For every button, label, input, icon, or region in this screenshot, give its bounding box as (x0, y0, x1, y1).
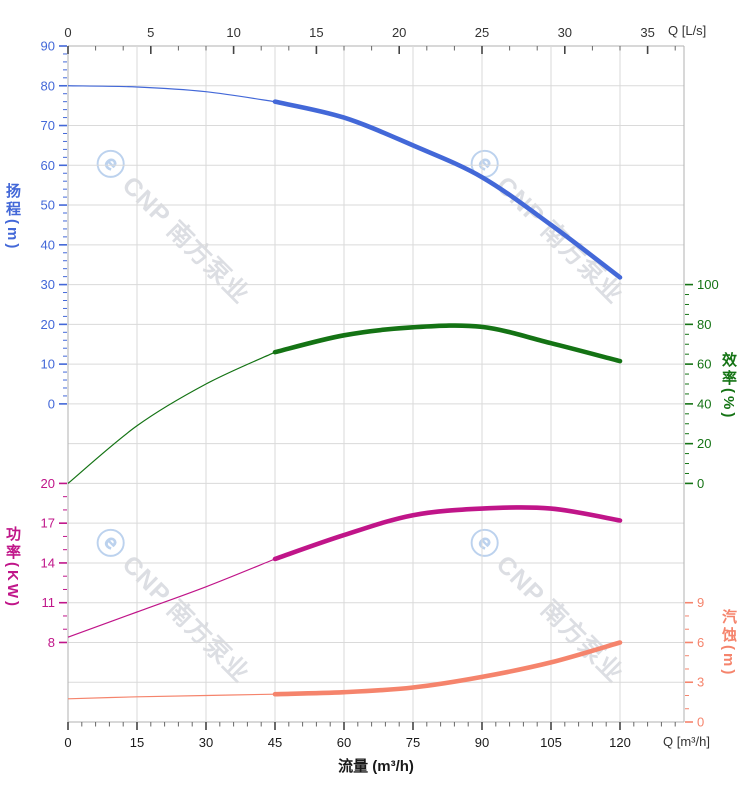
tick-label: 10 (226, 25, 240, 40)
tick-label: 0 (48, 396, 55, 411)
bottom-flow-unit-label: Q [m³/h] (663, 734, 710, 749)
tick-label: 3 (697, 675, 704, 690)
tick-label: 10 (41, 357, 55, 372)
tick-label: 80 (41, 78, 55, 93)
tick-label: 70 (41, 118, 55, 133)
tick-label: 8 (48, 635, 55, 650)
npsh-axis-title: 汽蚀(m) (720, 609, 737, 678)
tick-label: 90 (41, 39, 55, 54)
tick-label: 17 (41, 516, 55, 531)
tick-label: 9 (697, 595, 704, 610)
tick-label: 120 (609, 735, 631, 750)
eff-curve (67, 351, 276, 484)
tick-label: 20 (41, 317, 55, 332)
tick-label: 60 (697, 357, 711, 372)
tick-label: 80 (697, 317, 711, 332)
tick-label: 30 (558, 25, 572, 40)
head-curve-duty-range (272, 99, 623, 280)
tick-label: 6 (697, 635, 704, 650)
tick-label: 60 (337, 735, 351, 750)
tick-label: 5 (147, 25, 154, 40)
npsh-curve-duty-range (272, 640, 623, 697)
tick-label: 0 (697, 715, 704, 730)
tick-label: 30 (41, 277, 55, 292)
tick-label: 14 (41, 555, 55, 570)
eff-curve-duty-range (272, 323, 623, 364)
power-curve-duty-range (272, 505, 623, 562)
power-curve (67, 558, 276, 638)
top-flow-unit-label: Q [L/s] (668, 23, 707, 38)
tick-label: 0 (64, 735, 71, 750)
tick-label: 50 (41, 198, 55, 213)
tick-label: 45 (268, 735, 282, 750)
tick-label: 0 (697, 476, 704, 491)
tick-label: 40 (41, 237, 55, 252)
tick-label: 105 (540, 735, 562, 750)
tick-label: 20 (41, 476, 55, 491)
tick-label: 35 (640, 25, 654, 40)
tick-label: 20 (392, 25, 406, 40)
tick-label: 60 (41, 158, 55, 173)
tick-label: 11 (42, 595, 56, 610)
npsh-curve (67, 693, 276, 700)
tick-label: 25 (475, 25, 489, 40)
tick-label: 100 (697, 277, 719, 292)
head-axis-title: 扬程(m) (4, 183, 21, 252)
tick-label: 75 (406, 735, 420, 750)
tick-label: 15 (309, 25, 323, 40)
tick-label: 15 (130, 735, 144, 750)
tick-label: 0 (64, 25, 71, 40)
power-axis-title: 功率(KW) (4, 526, 21, 609)
efficiency-axis-title: 效率(%) (720, 352, 737, 421)
head-curve (67, 85, 276, 103)
flow-axis-title: 流量 (m³/h) (338, 758, 414, 775)
tick-label: 20 (697, 436, 711, 451)
tick-label: 30 (199, 735, 213, 750)
tick-label: 40 (697, 396, 711, 411)
tick-label: 90 (475, 735, 489, 750)
